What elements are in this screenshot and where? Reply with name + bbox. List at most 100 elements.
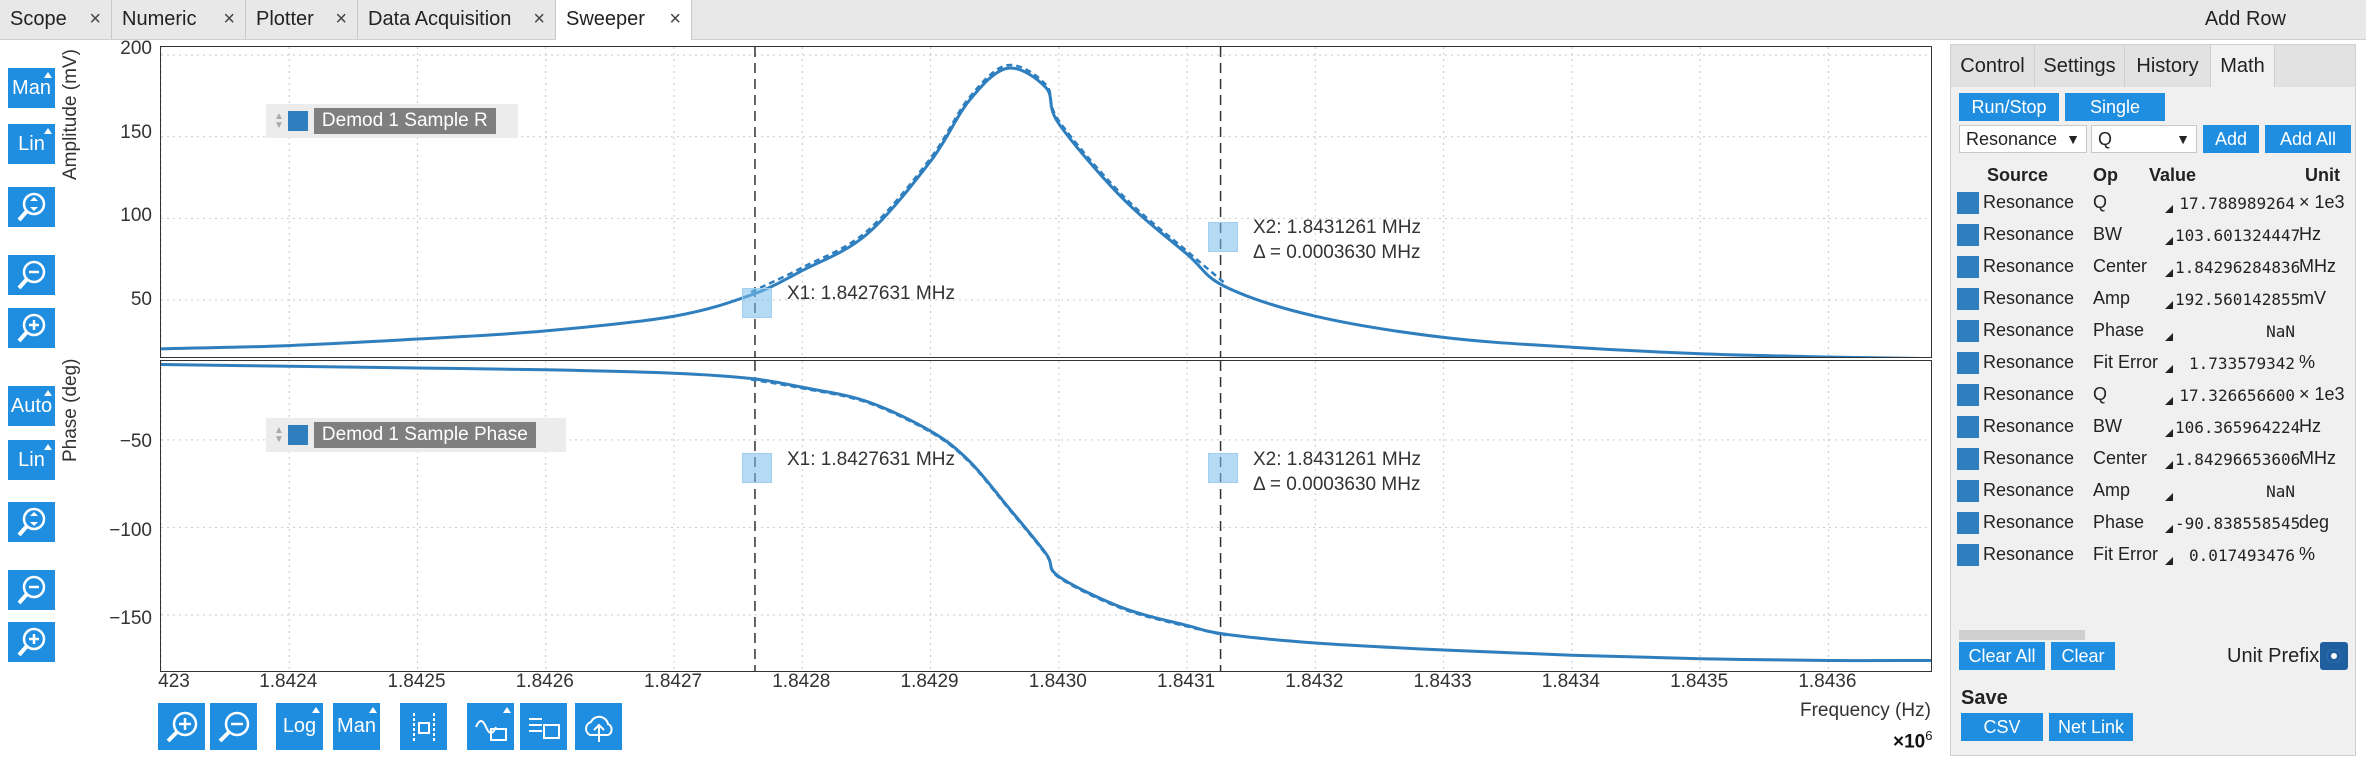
table-row[interactable]: Resonance Q 17.788989264 × 1e3 — [1957, 187, 2353, 219]
table-row[interactable]: Resonance Center 1.84296284836 MHz — [1957, 251, 2353, 283]
cursor-x2-label: X2: 1.8431261 MHz — [1253, 449, 1421, 470]
unit-prefix-toggle[interactable] — [2320, 642, 2348, 670]
cursor-x2-handle[interactable] — [1208, 453, 1238, 483]
dropdown-corner-icon[interactable] — [2165, 493, 2173, 501]
row-value: 1.733579342 — [2189, 354, 2295, 373]
button-label: Lin — [18, 132, 45, 155]
dropdown-corner-icon[interactable] — [2165, 557, 2173, 565]
table-row[interactable]: Resonance Phase NaN — [1957, 315, 2353, 347]
row-color-swatch[interactable] — [1957, 448, 1979, 470]
dropdown-corner-icon[interactable] — [2165, 525, 2173, 533]
table-row[interactable]: Resonance Amp 192.560142855 mV — [1957, 283, 2353, 315]
series-color-swatch — [287, 425, 308, 445]
table-row[interactable]: Resonance Center 1.84296653606 MHz — [1957, 443, 2353, 475]
top-range-mode-button[interactable]: Man — [8, 68, 55, 108]
horizontal-scrollbar[interactable] — [1959, 630, 2085, 640]
table-row[interactable]: Resonance Fit Error 1.733579342% — [1957, 347, 2353, 379]
x-zoom-out-button[interactable] — [210, 703, 257, 750]
dropdown-corner-icon[interactable] — [2165, 301, 2173, 309]
column-header-value: Value — [2149, 165, 2197, 185]
close-icon[interactable]: × — [335, 8, 347, 30]
tab-numeric[interactable]: Numeric × — [112, 0, 246, 39]
cursor-math-button[interactable] — [400, 703, 447, 750]
table-row[interactable]: Resonance Q 17.326656600 × 1e3 — [1957, 379, 2353, 411]
row-value: 192.560142855 — [2175, 290, 2301, 309]
table-row[interactable]: Resonance BW 106.365964224 Hz — [1957, 411, 2353, 443]
run-stop-button[interactable]: Run/Stop — [1959, 93, 2059, 121]
tab-math[interactable]: Math — [2211, 45, 2275, 87]
table-row[interactable]: Resonance BW 103.601324447 Hz — [1957, 219, 2353, 251]
tab-control[interactable]: Control — [1951, 45, 2035, 87]
top-autoscale-button[interactable] — [8, 187, 55, 227]
dropdown-corner-icon[interactable] — [2165, 237, 2173, 245]
legend-amplitude[interactable]: ▲ ▼ Demod 1 Sample R — [266, 104, 518, 138]
dropdown-corner-icon[interactable] — [2165, 429, 2173, 437]
cursor-delta-label: Δ = 0.0003630 MHz — [1253, 474, 1421, 495]
table-row[interactable]: Resonance Fit Error 0.017493476% — [1957, 539, 2353, 571]
tab-sweeper[interactable]: Sweeper × — [556, 0, 692, 40]
cursor-x2-handle[interactable] — [1208, 222, 1238, 252]
x-range-mode-button[interactable]: Man — [333, 703, 380, 750]
row-color-swatch[interactable] — [1957, 384, 1979, 406]
cloud-upload-button[interactable] — [575, 703, 622, 750]
close-icon[interactable]: × — [669, 8, 681, 30]
x-zoom-in-button[interactable] — [158, 703, 205, 750]
row-color-swatch[interactable] — [1957, 224, 1979, 246]
tab-settings[interactable]: Settings — [2035, 45, 2125, 87]
row-color-swatch[interactable] — [1957, 192, 1979, 214]
dropdown-corner-icon[interactable] — [2165, 365, 2173, 373]
x-tick-label: 1.8431 — [1157, 671, 1216, 692]
phase-plot[interactable] — [160, 360, 1932, 672]
bottom-scale-button[interactable]: Lin — [8, 440, 55, 480]
op-select[interactable]: Q ▼ — [2091, 125, 2197, 153]
source-select[interactable]: Resonance ▼ — [1959, 125, 2087, 153]
row-color-swatch[interactable] — [1957, 352, 1979, 374]
legend-phase[interactable]: ▲ ▼ Demod 1 Sample Phase — [266, 418, 566, 452]
add-all-button[interactable]: Add All — [2265, 125, 2351, 153]
cursor-x1-handle[interactable] — [742, 453, 772, 483]
y-tick: 150 — [120, 122, 152, 143]
top-zoom-out-button[interactable] — [8, 255, 55, 295]
close-icon[interactable]: × — [533, 8, 545, 30]
top-scale-button[interactable]: Lin — [8, 124, 55, 164]
csv-button[interactable]: CSV — [1961, 713, 2043, 741]
table-row[interactable]: Resonance Amp NaN — [1957, 475, 2353, 507]
row-color-swatch[interactable] — [1957, 512, 1979, 534]
dropdown-corner-icon[interactable] — [2165, 269, 2173, 277]
tab-scope[interactable]: Scope × — [0, 0, 112, 39]
net-link-button[interactable]: Net Link — [2049, 713, 2133, 741]
amplitude-plot[interactable] — [160, 46, 1932, 358]
tab-data-acquisition[interactable]: Data Acquisition × — [358, 0, 556, 39]
close-icon[interactable]: × — [89, 8, 101, 30]
row-color-swatch[interactable] — [1957, 256, 1979, 278]
add-button[interactable]: Add — [2203, 125, 2259, 153]
x-scale-button[interactable]: Log — [276, 703, 323, 750]
row-color-swatch[interactable] — [1957, 288, 1979, 310]
row-color-swatch[interactable] — [1957, 320, 1979, 342]
cursor-x1-handle[interactable] — [742, 288, 772, 318]
clear-all-button[interactable]: Clear All — [1959, 642, 2045, 670]
top-zoom-in-button[interactable] — [8, 308, 55, 348]
add-row-button[interactable]: Add Row — [2204, 8, 2286, 30]
bottom-zoom-out-button[interactable] — [8, 570, 55, 610]
bottom-range-mode-button[interactable]: Auto — [8, 386, 55, 426]
dropdown-corner-icon[interactable] — [2165, 461, 2173, 469]
row-color-swatch[interactable] — [1957, 416, 1979, 438]
tab-history[interactable]: History — [2125, 45, 2211, 87]
button-label: Auto — [10, 394, 53, 417]
row-color-swatch[interactable] — [1957, 544, 1979, 566]
bottom-zoom-in-button[interactable] — [8, 622, 55, 662]
clear-button[interactable]: Clear — [2051, 642, 2115, 670]
save-plot-button[interactable] — [467, 703, 514, 750]
autoscale-icon — [17, 192, 45, 222]
close-icon[interactable]: × — [223, 8, 235, 30]
dropdown-corner-icon[interactable] — [2165, 333, 2173, 341]
single-button[interactable]: Single — [2065, 93, 2165, 121]
save-table-button[interactable] — [520, 703, 567, 750]
dropdown-corner-icon[interactable] — [2165, 397, 2173, 405]
bottom-autoscale-button[interactable] — [8, 502, 55, 542]
row-color-swatch[interactable] — [1957, 480, 1979, 502]
dropdown-corner-icon[interactable] — [2165, 205, 2173, 213]
table-row[interactable]: Resonance Phase -90.838558545 deg — [1957, 507, 2353, 539]
tab-plotter[interactable]: Plotter × — [246, 0, 358, 39]
